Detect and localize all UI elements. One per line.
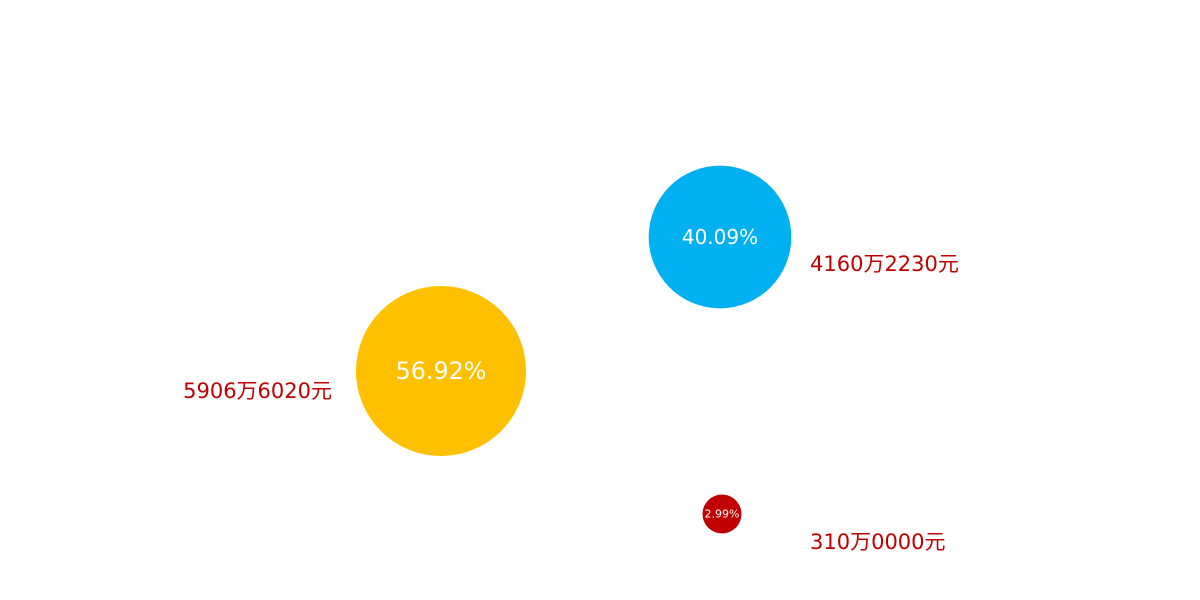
bubble-3	[702, 494, 742, 534]
bubbles-layer: 56.92% 5906万6020元 40.09% 4160万2230元 2.99% 310…	[183, 165, 959, 554]
bubble-3-amount-label: 310万0000元	[810, 530, 946, 554]
bubble-2-share-label: 40.09%	[682, 225, 758, 249]
bubble-1	[356, 286, 526, 456]
bubble-2	[648, 165, 792, 309]
bubble-1-amount-label: 5906万6020元	[183, 379, 332, 403]
bubble-2-amount-label: 4160万2230元	[810, 252, 959, 276]
bubble-3-share-label: 2.99%	[705, 508, 740, 521]
bubble-1-share-label: 56.92%	[396, 357, 487, 385]
